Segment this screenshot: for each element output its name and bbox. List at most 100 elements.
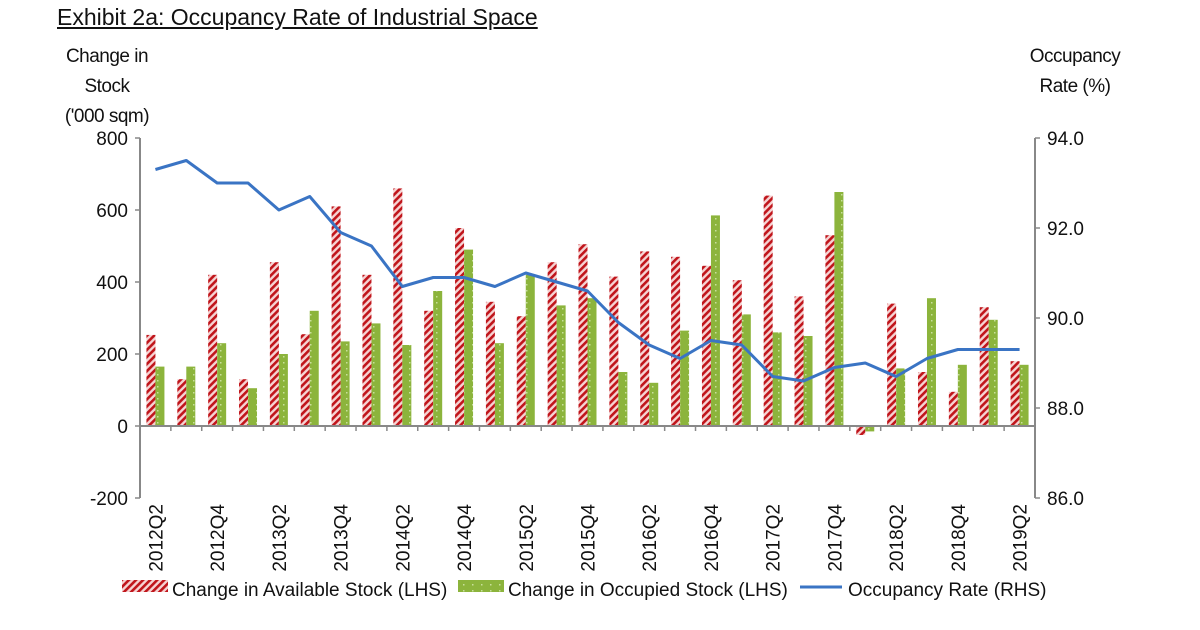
left-axis-title-line: ('000 sqm) [64, 106, 150, 127]
bar-available-stock [917, 372, 927, 426]
bar-occupied-stock [988, 319, 998, 426]
left-tick-label: 600 [96, 201, 128, 222]
x-tick-label: 2018Q4 [949, 504, 970, 572]
bar-available-stock [1010, 361, 1020, 426]
bar-occupied-stock [433, 291, 443, 426]
bar-available-stock [208, 274, 218, 426]
legend-label-rate: Occupancy Rate (RHS) [848, 580, 1047, 601]
bar-available-stock [424, 310, 434, 426]
bar-occupied-stock [896, 368, 906, 426]
bar-occupied-stock [926, 298, 936, 426]
bar-occupied-stock [248, 388, 258, 426]
x-tick-label: 2017Q4 [825, 504, 846, 572]
bar-occupied-stock [741, 314, 751, 426]
bar-occupied-stock [340, 341, 350, 426]
bar-occupied-stock [772, 332, 782, 426]
bar-occupied-stock [710, 215, 720, 426]
x-tick-label: 2013Q2 [270, 504, 291, 572]
bar-available-stock [794, 296, 804, 426]
left-tick-label: 0 [117, 417, 128, 438]
bar-available-stock [362, 274, 372, 426]
right-axis-title-line: Occupancy [1029, 46, 1121, 67]
bar-available-stock [300, 334, 310, 426]
x-tick-label: 2012Q4 [208, 504, 229, 572]
bar-occupied-stock [1019, 364, 1029, 426]
bar-occupied-stock [525, 274, 535, 426]
left-axis-title: Change in Stock ('000 sqm) [52, 42, 162, 132]
bar-occupied-stock [217, 343, 227, 426]
x-tick-label: 2014Q4 [455, 504, 476, 572]
left-axis-title-line: Stock [84, 76, 130, 97]
bar-available-stock [763, 195, 773, 426]
bar-available-stock [578, 244, 588, 426]
x-tick-label: 2013Q4 [332, 504, 353, 572]
right-axis-title: Occupancy Rate (%) [1015, 42, 1135, 102]
bar-available-stock [393, 188, 403, 426]
bar-occupied-stock [186, 366, 196, 426]
left-axis-title-line: Change in [65, 46, 149, 67]
bar-available-stock [671, 256, 681, 426]
bar-available-stock [979, 307, 989, 426]
right-tick-label: 94.0 [1047, 129, 1084, 150]
x-tick-label: 2016Q2 [640, 504, 661, 572]
right-tick-label: 92.0 [1047, 219, 1084, 240]
bar-available-stock [485, 301, 495, 426]
bar-occupied-stock [803, 336, 813, 426]
bar-occupied-stock [464, 249, 474, 426]
chart-title: Exhibit 2a: Occupancy Rate of Industrial… [57, 4, 538, 30]
bar-available-stock [640, 251, 650, 426]
x-tick-label: 2015Q2 [517, 504, 538, 572]
bar-available-stock [732, 280, 742, 426]
right-tick-label: 90.0 [1047, 309, 1084, 330]
bar-available-stock [948, 391, 958, 426]
bar-available-stock [331, 206, 341, 426]
bar-available-stock [609, 276, 619, 426]
bar-occupied-stock [556, 305, 566, 426]
x-tick-label: 2018Q2 [887, 504, 908, 572]
x-tick-label: 2014Q2 [393, 504, 414, 572]
bar-occupied-stock [618, 372, 628, 426]
bar-occupied-stock [649, 382, 659, 426]
left-tick-label: 200 [96, 345, 128, 366]
bar-available-stock [516, 316, 526, 426]
x-tick-label: 2017Q2 [764, 504, 785, 572]
bar-available-stock [547, 262, 557, 426]
bar-occupied-stock [494, 343, 504, 426]
bar-available-stock [146, 334, 156, 426]
bar-available-stock [455, 228, 465, 426]
bar-occupied-stock [278, 354, 288, 426]
bar-available-stock [856, 426, 866, 435]
bar-occupied-stock [680, 330, 690, 426]
bar-occupied-stock [834, 192, 844, 426]
left-tick-label: 400 [96, 273, 128, 294]
right-tick-label: 88.0 [1047, 399, 1084, 420]
bar-occupied-stock [309, 310, 319, 426]
x-tick-label: 2015Q4 [579, 504, 600, 572]
bar-occupied-stock [371, 323, 381, 426]
bar-occupied-stock [957, 364, 967, 426]
legend-label-available: Change in Available Stock (LHS) [172, 580, 447, 601]
legend-label-occupied: Change in Occupied Stock (LHS) [508, 580, 788, 601]
bar-available-stock [269, 262, 279, 426]
left-tick-label: 800 [96, 129, 128, 150]
occupancy-rate-line [155, 159, 1020, 383]
bar-available-stock [177, 379, 187, 426]
bar-available-stock [825, 235, 835, 426]
legend-swatch-available [122, 580, 168, 592]
right-tick-label: 86.0 [1047, 489, 1084, 510]
bar-available-stock [239, 379, 249, 426]
left-tick-label: -200 [90, 489, 128, 510]
x-tick-label: 2012Q2 [146, 504, 167, 572]
bar-available-stock [701, 265, 711, 426]
bar-occupied-stock [865, 426, 875, 432]
bar-available-stock [887, 303, 897, 426]
bar-occupied-stock [402, 345, 412, 426]
bar-occupied-stock [155, 366, 165, 426]
legend-swatch-occupied [458, 580, 504, 592]
x-tick-label: 2019Q2 [1011, 504, 1032, 572]
right-axis-title-line: Rate (%) [1039, 76, 1111, 97]
bar-occupied-stock [587, 298, 597, 426]
x-tick-label: 2016Q4 [702, 504, 723, 572]
